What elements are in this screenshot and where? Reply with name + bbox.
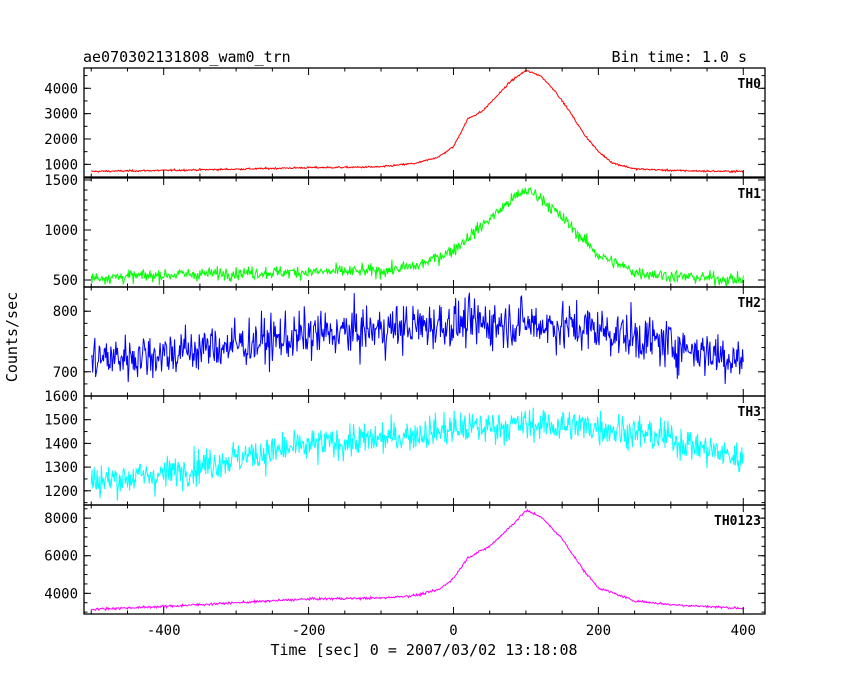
y-tick-label: 2000 [44, 132, 78, 148]
x-tick-label: -200 [292, 623, 326, 639]
y-tick-label: 1400 [44, 436, 78, 452]
x-axis-title: Time [sec] 0 = 2007/03/02 13:18:08 [270, 641, 577, 659]
panel-frame [83, 67, 766, 178]
panel-label-th2: TH2 [738, 296, 761, 311]
y-tick-label: 6000 [44, 549, 78, 565]
panel-th0123: 4000 6000 8000 TH0123 [44, 504, 766, 615]
y-tick-label: 1500 [44, 173, 78, 189]
panel-frame [83, 395, 766, 506]
series-line-th0 [91, 68, 744, 174]
y-tick-label: 3000 [44, 107, 78, 123]
panel-th3: 1200 1300 1400 1500 1600 TH3 [44, 389, 766, 506]
y-tick-label: 1200 [44, 484, 78, 500]
panel-label-th1: TH1 [738, 187, 762, 202]
chart-title: ae070302131808_wam0_trn [83, 48, 291, 66]
series-line-th3 [90, 407, 744, 501]
panel-frame [83, 177, 766, 288]
series-line-th2 [90, 292, 744, 384]
y-tick-label: 1300 [44, 460, 78, 476]
panel-th0: 1000 2000 3000 4000 TH0 [44, 67, 766, 178]
y-tick-label: 1500 [44, 413, 78, 429]
y-tick-label: 1600 [44, 389, 78, 405]
y-tick-label: 1000 [44, 223, 78, 239]
series-line-th0123 [90, 508, 744, 612]
panel-label-th0123: TH0123 [714, 514, 761, 529]
y-tick-label: 8000 [44, 511, 78, 527]
x-tick-label: 200 [586, 623, 611, 639]
y-tick-label: 4000 [44, 81, 78, 97]
y-tick-label: 700 [53, 365, 78, 381]
y-tick-label: 4000 [44, 586, 78, 602]
y-tick-label: 800 [53, 304, 78, 320]
x-tick-label: 400 [731, 623, 756, 639]
series-line-th1 [90, 187, 744, 287]
y-tick-label: 1000 [44, 157, 78, 173]
panel-label-th0: TH0 [738, 77, 762, 92]
panel-label-th3: TH3 [738, 405, 761, 420]
y-axis-title: Counts/sec [3, 292, 21, 382]
panel-th2: 700 800 TH2 [53, 286, 766, 397]
panel-th1: 500 1000 1500 TH1 [44, 173, 766, 289]
panel-frame [83, 504, 766, 615]
y-tick-label: 500 [53, 273, 78, 289]
x-tick-label: -400 [147, 623, 181, 639]
x-tick-label: 0 [449, 623, 457, 639]
bin-time-label: Bin time: 1.0 s [612, 48, 747, 66]
